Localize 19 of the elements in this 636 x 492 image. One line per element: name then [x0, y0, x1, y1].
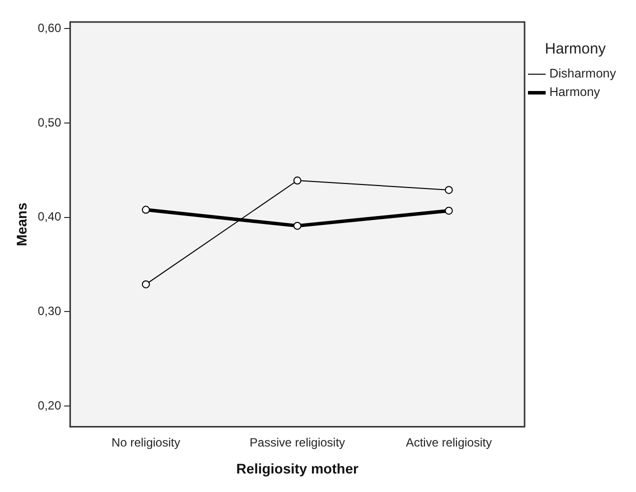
x-tick-label: Active religiosity: [406, 435, 492, 450]
point: [444, 206, 453, 215]
y-tick-label: 0,60: [38, 20, 62, 35]
y-axis-title: Means: [13, 202, 30, 246]
legend-label: Disharmony: [549, 66, 617, 81]
point: [293, 222, 302, 230]
x-axis-title: Religiosity mother: [236, 460, 359, 476]
legend-label: Harmony: [549, 85, 601, 100]
y-tick-label: 0,50: [38, 115, 62, 130]
y-tick-label: 0,40: [38, 210, 62, 224]
x-tick-label: Passive religiosity: [250, 435, 346, 450]
point: [142, 280, 150, 288]
point: [444, 186, 453, 194]
legend-title: Harmony: [544, 40, 606, 58]
point: [293, 176, 302, 185]
y-tick-label: 0,20: [38, 398, 62, 412]
x-tick-label: No religiosity: [112, 435, 180, 450]
point: [142, 206, 150, 214]
y-tick-label: 0,30: [38, 304, 62, 318]
